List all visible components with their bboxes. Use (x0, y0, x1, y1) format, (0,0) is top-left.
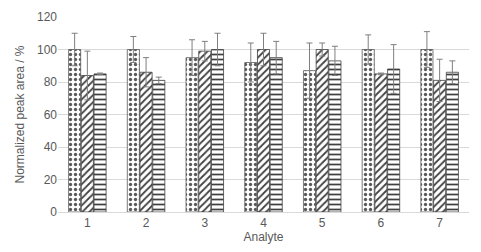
svg-text:0: 0 (50, 205, 57, 219)
svg-text:5: 5 (319, 216, 326, 230)
svg-text:60: 60 (44, 108, 58, 122)
svg-text:120: 120 (37, 10, 57, 24)
svg-text:1: 1 (84, 216, 91, 230)
svg-text:100: 100 (37, 43, 57, 57)
svg-text:80: 80 (44, 75, 58, 89)
svg-text:Normalized peak area / %: Normalized peak area / % (13, 45, 27, 183)
svg-text:3: 3 (201, 216, 208, 230)
svg-text:7: 7 (436, 216, 443, 230)
svg-text:40: 40 (44, 140, 58, 154)
svg-text:4: 4 (260, 216, 267, 230)
svg-text:Analyte: Analyte (243, 230, 283, 244)
svg-text:2: 2 (143, 216, 150, 230)
svg-text:20: 20 (44, 173, 58, 187)
svg-text:6: 6 (378, 216, 385, 230)
